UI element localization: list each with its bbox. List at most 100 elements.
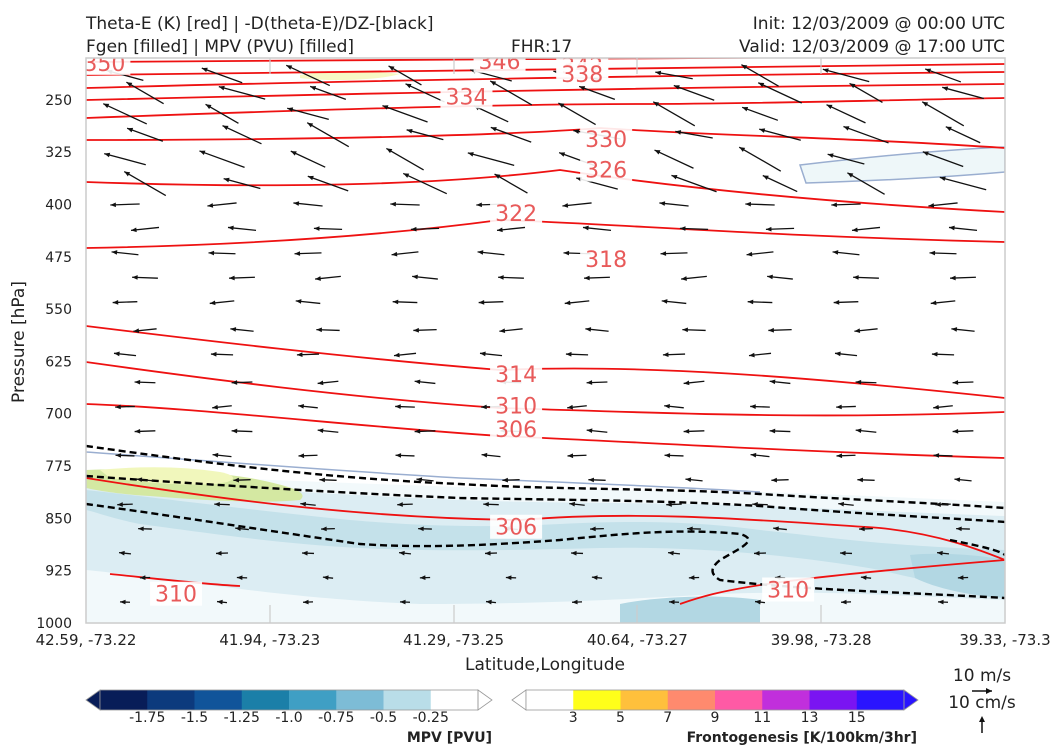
init-time: Init: 12/03/2009 @ 00:00 UTC	[752, 14, 1005, 34]
wind-ref-vertical-label: 10 cm/s	[948, 693, 1016, 713]
theta-e-label-bg	[556, 62, 609, 87]
wind-arrow	[673, 84, 715, 101]
wind-arrow	[660, 251, 688, 256]
wind-arrow	[414, 379, 436, 385]
theta-e-label-bg	[762, 577, 815, 602]
colorbar-swatch	[100, 690, 148, 710]
wind-arrow	[836, 404, 856, 410]
wind-arrow	[316, 327, 340, 333]
wind-arrow	[771, 477, 789, 483]
wind-arrow	[666, 502, 682, 507]
theta-e-label-bg	[490, 417, 543, 442]
colorbar-swatch	[336, 690, 384, 710]
wind-arrow	[664, 403, 684, 409]
wind-arrow	[302, 599, 314, 605]
theta-e-contour	[86, 71, 1005, 89]
colorbar-tick-label: 7	[663, 710, 672, 726]
wind-arrow	[655, 70, 693, 80]
theta-e-label: 350	[83, 52, 125, 77]
wind-arrow	[929, 250, 957, 256]
wind-arrow	[229, 275, 255, 281]
wind-arrow	[138, 526, 152, 532]
colorbar-tick-label: -1.25	[224, 710, 260, 726]
wind-arrow	[827, 153, 865, 165]
wind-arrow	[402, 172, 448, 195]
theta-e-contour	[86, 58, 542, 63]
colorbar-swatch	[856, 690, 905, 710]
colorbar-swatch	[809, 690, 858, 710]
x-axis-ticks: 42.59, -73.22 41.94, -73.23 41.29, -73.25 4…	[36, 631, 1050, 649]
wind-arrow	[840, 599, 852, 605]
wind-arrow	[956, 526, 970, 532]
theta-e-label-bg	[580, 157, 633, 182]
wind-arrow	[418, 526, 432, 532]
colorbar-swatch	[762, 690, 810, 710]
colorbar-swatch	[573, 690, 621, 710]
wind-arrow	[212, 452, 232, 458]
wind-arrow	[215, 550, 229, 556]
wind-arrow	[235, 526, 249, 532]
wind-arrow	[306, 122, 350, 148]
wind-arrow	[849, 82, 883, 103]
wind-arrow	[119, 599, 131, 605]
wind-arrow	[414, 429, 436, 434]
fgen-colorbar-label: Frontogenesis [K/100km/3hr]	[687, 730, 917, 746]
wind-arrows	[102, 64, 987, 605]
wind-arrow	[839, 550, 853, 556]
wind-arrow	[687, 526, 701, 532]
wind-arrow	[498, 275, 524, 280]
y-tick-label: 850	[45, 511, 72, 527]
title-line-2: Fgen [filled] | MPV (PVU) [filled]	[86, 37, 355, 57]
wind-arrow	[230, 327, 254, 332]
wind-arrow	[565, 351, 589, 357]
wind-arrow	[309, 85, 347, 100]
colorbar-swatch	[241, 690, 290, 710]
colorbar-swatch	[667, 690, 716, 710]
wind-arrow	[750, 404, 770, 409]
colorbar-tick-label: 15	[848, 710, 866, 726]
wind-arrow	[410, 226, 440, 232]
wind-arrow	[419, 575, 431, 580]
wind-arrow	[502, 477, 520, 483]
wind-arrow	[416, 477, 434, 483]
wind-arrow	[294, 251, 322, 256]
colorbar-frame	[99, 689, 479, 711]
theta-e-label-bg	[440, 84, 493, 109]
wind-arrow	[392, 299, 418, 305]
wind-arrow	[290, 150, 326, 168]
wind-arrow	[833, 300, 859, 305]
y-tick-label: 700	[45, 407, 72, 423]
theta-e-contour	[86, 361, 1005, 417]
colorbar-tick-label: 13	[801, 710, 819, 726]
wind-arrow	[957, 575, 969, 580]
wind-arrow	[298, 403, 318, 409]
theta-e-label: 334	[445, 85, 487, 110]
title-line-1: Theta-E (K) [red] | -D(theta-E)/DZ-[blac…	[86, 14, 434, 34]
wind-arrow	[681, 275, 707, 281]
wind-arrow	[477, 250, 505, 256]
wind-arrow	[136, 477, 154, 483]
wind-arrow	[231, 380, 253, 385]
wind-arrow	[494, 173, 528, 194]
wind-arrow	[233, 477, 251, 483]
wind-arrow	[564, 300, 590, 306]
wind-arrow	[295, 299, 321, 305]
colorbar-tick-label: -0.25	[413, 710, 449, 726]
wind-arrow	[210, 351, 234, 357]
colorbar-swatch	[147, 690, 195, 710]
x-axis-label: Latitude,Longitude	[465, 655, 625, 675]
wind-arrow	[287, 107, 329, 120]
colorbar-tick-label: 3	[569, 710, 578, 726]
x-tick-label: 40.64, -73.27	[587, 631, 688, 649]
mpv-colorbar: -1.75 -1.5 -1.25 -1.0 -0.75 -0.5 -0.25	[85, 689, 493, 726]
valid-time: Valid: 12/03/2009 @ 17:00 UTC	[739, 37, 1005, 57]
wind-arrow	[945, 126, 981, 144]
wind-arrow	[591, 575, 603, 581]
wind-arrow	[117, 502, 133, 507]
colorbar-tick-label: -0.5	[370, 710, 397, 726]
wind-arrow	[664, 453, 684, 458]
wind-arrow	[483, 502, 499, 507]
wind-arrow	[478, 300, 504, 305]
theta-e-label-bg	[490, 361, 543, 386]
